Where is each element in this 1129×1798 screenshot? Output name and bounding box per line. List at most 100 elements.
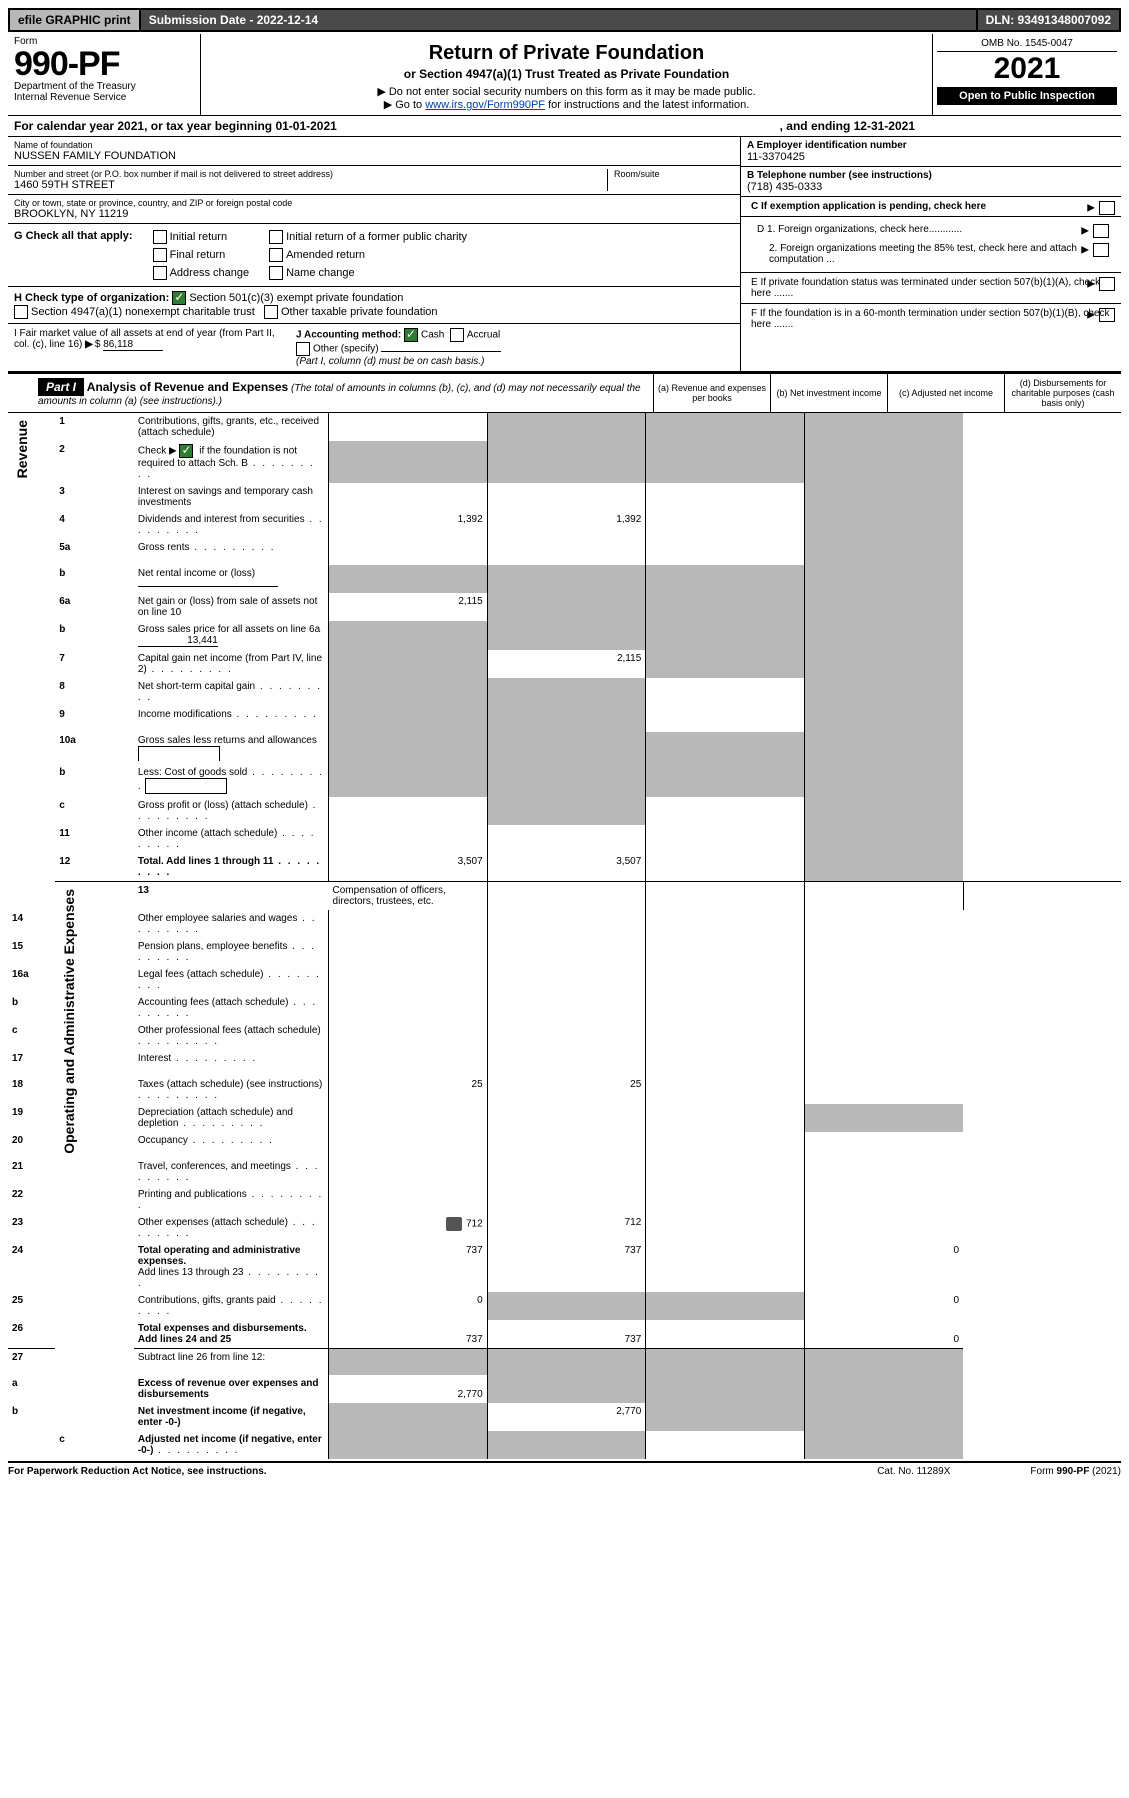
c-checkbox[interactable]	[1099, 201, 1115, 215]
entity-info: Name of foundation NUSSEN FAMILY FOUNDAT…	[8, 137, 1121, 372]
other-taxable-checkbox[interactable]	[264, 305, 278, 319]
opt-initial: Initial return	[170, 231, 227, 243]
section-g: G Check all that apply: Initial return F…	[8, 224, 740, 286]
f-checkbox[interactable]	[1099, 308, 1115, 322]
table-row: bLess: Cost of goods sold	[8, 764, 1121, 797]
f-label: F If the foundation is in a 60-month ter…	[751, 308, 1110, 330]
val-24d: 0	[804, 1242, 963, 1292]
entity-left: Name of foundation NUSSEN FAMILY FOUNDAT…	[8, 137, 740, 371]
table-row: 10aGross sales less returns and allowanc…	[8, 732, 1121, 764]
row-11: Other income (attach schedule)	[134, 825, 329, 853]
section-j: J Accounting method: Cash Accrual Other …	[290, 324, 740, 371]
foundation-name: NUSSEN FAMILY FOUNDATION	[14, 150, 734, 162]
row-10a: Gross sales less returns and allowances	[134, 732, 329, 764]
table-row: bGross sales price for all assets on lin…	[8, 621, 1121, 650]
val-7b: 2,115	[487, 650, 646, 678]
part1-table: Revenue 1Contributions, gifts, grants, e…	[8, 413, 1121, 1459]
revenue-label: Revenue	[12, 416, 32, 482]
row-4: Dividends and interest from securities	[134, 511, 329, 539]
row-5a: Gross rents	[134, 539, 329, 565]
table-row: 24Total operating and administrative exp…	[8, 1242, 1121, 1292]
address-box: Number and street (or P.O. box number if…	[8, 166, 740, 195]
form-title: Return of Private Foundation	[209, 42, 924, 65]
val-27b: 2,770	[487, 1403, 646, 1431]
row-27a: Excess of revenue over expenses and disb…	[134, 1375, 329, 1403]
row-14: Other employee salaries and wages	[134, 910, 329, 938]
e-label: E If private foundation status was termi…	[751, 277, 1100, 299]
phone-box: B Telephone number (see instructions) (7…	[741, 167, 1121, 197]
expenses-label: Operating and Administrative Expenses	[59, 885, 79, 1158]
irs-label: Internal Revenue Service	[14, 92, 194, 103]
table-row: 11Other income (attach schedule)	[8, 825, 1121, 853]
street-address: 1460 59TH STREET	[14, 179, 607, 191]
val-25a: 0	[329, 1292, 488, 1320]
name-change-checkbox[interactable]	[269, 266, 283, 280]
table-row: 26Total expenses and disbursements. Add …	[8, 1320, 1121, 1349]
d1-checkbox[interactable]	[1093, 224, 1109, 238]
phone-label: B Telephone number (see instructions)	[747, 170, 1115, 181]
part1-title: Analysis of Revenue and Expenses	[87, 380, 288, 394]
val-24a: 737	[329, 1242, 488, 1292]
table-row: 6aNet gain or (loss) from sale of assets…	[8, 593, 1121, 621]
table-row: cAdjusted net income (if negative, enter…	[8, 1431, 1121, 1459]
header-left: Form 990-PF Department of the Treasury I…	[8, 34, 201, 115]
form-note-2: ▶ Go to www.irs.gov/Form990PF for instru…	[209, 98, 924, 111]
fmv-value: 86,118	[103, 339, 163, 351]
table-row: 4Dividends and interest from securities1…	[8, 511, 1121, 539]
val-4b: 1,392	[487, 511, 646, 539]
table-row: 22Printing and publications	[8, 1186, 1121, 1214]
table-row: 18Taxes (attach schedule) (see instructi…	[8, 1076, 1121, 1104]
table-row: aExcess of revenue over expenses and dis…	[8, 1375, 1121, 1403]
amended-checkbox[interactable]	[269, 248, 283, 262]
table-row: 19Depreciation (attach schedule) and dep…	[8, 1104, 1121, 1132]
form-header: Form 990-PF Department of the Treasury I…	[8, 34, 1121, 116]
val-23a: 712	[329, 1214, 488, 1242]
row-23: Other expenses (attach schedule)	[134, 1214, 329, 1242]
irs-link[interactable]: www.irs.gov/Form990PF	[425, 99, 545, 111]
opt-cash: Cash	[421, 330, 444, 341]
city-label: City or town, state or province, country…	[14, 198, 734, 208]
ein-value: 11-3370425	[747, 151, 1115, 163]
note2-post: for instructions and the latest informat…	[545, 99, 749, 111]
table-row: Revenue 1Contributions, gifts, grants, e…	[8, 413, 1121, 441]
accrual-checkbox[interactable]	[450, 328, 464, 342]
table-row: bAccounting fees (attach schedule)	[8, 994, 1121, 1022]
c-label: C If exemption application is pending, c…	[751, 201, 986, 212]
table-row: bNet rental income or (loss)	[8, 565, 1121, 593]
table-row: 16aLegal fees (attach schedule)	[8, 966, 1121, 994]
other-method-checkbox[interactable]	[296, 342, 310, 356]
entity-right: A Employer identification number 11-3370…	[740, 137, 1121, 371]
name-box: Name of foundation NUSSEN FAMILY FOUNDAT…	[8, 137, 740, 166]
j-label: J Accounting method:	[296, 330, 401, 341]
col-b-header: (b) Net investment income	[770, 374, 887, 412]
val-12b: 3,507	[487, 853, 646, 882]
cash-checkbox[interactable]	[404, 328, 418, 342]
501c3-checkbox[interactable]	[172, 291, 186, 305]
city-state-zip: BROOKLYN, NY 11219	[14, 208, 734, 220]
initial-return-checkbox[interactable]	[153, 230, 167, 244]
opt-address: Address change	[170, 267, 250, 279]
e-checkbox[interactable]	[1099, 277, 1115, 291]
j-note: (Part I, column (d) must be on cash basi…	[296, 356, 484, 367]
row-5b: Net rental income or (loss)	[134, 565, 329, 593]
opt-final: Final return	[170, 249, 226, 261]
final-return-checkbox[interactable]	[153, 248, 167, 262]
row-22: Printing and publications	[134, 1186, 329, 1214]
4947-checkbox[interactable]	[14, 305, 28, 319]
part1-header: Part I Analysis of Revenue and Expenses …	[8, 372, 1121, 413]
cal-year-begin: For calendar year 2021, or tax year begi…	[14, 119, 337, 133]
form-number: 990-PF	[14, 47, 194, 81]
row-18: Taxes (attach schedule) (see instruction…	[134, 1076, 329, 1104]
address-change-checkbox[interactable]	[153, 266, 167, 280]
initial-former-checkbox[interactable]	[269, 230, 283, 244]
schb-checkbox[interactable]	[179, 444, 193, 458]
row-27: Subtract line 26 from line 12:	[134, 1349, 329, 1376]
val-27a: 2,770	[329, 1375, 488, 1403]
val-12a: 3,507	[329, 853, 488, 882]
d2-checkbox[interactable]	[1093, 243, 1109, 257]
row-24: Total operating and administrative expen…	[134, 1242, 329, 1292]
val-6a: 2,115	[329, 593, 488, 621]
city-box: City or town, state or province, country…	[8, 195, 740, 224]
schedule-icon[interactable]	[446, 1217, 462, 1231]
room-label: Room/suite	[614, 169, 734, 179]
